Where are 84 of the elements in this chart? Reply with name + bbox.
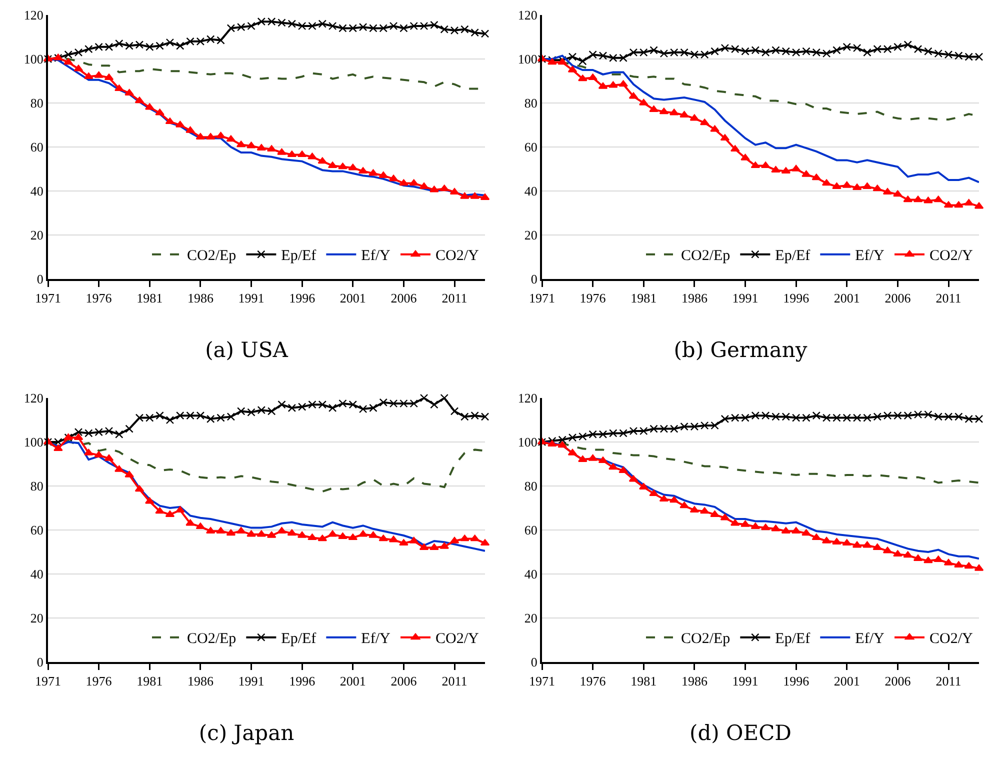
legend-label: CO2/Y xyxy=(435,248,479,264)
x-tick-label: 1986 xyxy=(187,674,214,689)
legend-label: CO2/Ep xyxy=(681,631,730,648)
x-tick-label: 2011 xyxy=(936,674,962,689)
x-tick-label: 1986 xyxy=(187,290,214,306)
text: (d) OECD xyxy=(688,721,792,745)
x-tick-label: 1991 xyxy=(238,674,264,689)
x-tick-label: 1981 xyxy=(136,290,163,306)
x-tick-label: 1976 xyxy=(580,290,606,306)
x-tick-label: 1981 xyxy=(630,674,657,689)
y-tick-label: 0 xyxy=(530,654,538,670)
x-tick-label: 2006 xyxy=(390,290,418,306)
legend-label: Ef/Y xyxy=(361,631,390,648)
x-tick-label: 1991 xyxy=(732,290,758,306)
x-tick-label: 1996 xyxy=(783,674,810,689)
legend-label: Ep/Ef xyxy=(281,631,316,648)
x-tick-label: 2011 xyxy=(442,674,468,689)
x-tick-label: 2006 xyxy=(884,674,912,689)
y-tick-label: 20 xyxy=(30,228,44,243)
x-tick-label: 2011 xyxy=(442,290,468,306)
y-tick-label: 60 xyxy=(524,522,538,538)
legend-label: Ep/Ef xyxy=(281,248,316,264)
legend-label: CO2/Y xyxy=(929,248,973,264)
x-tick-label: 1976 xyxy=(86,290,112,306)
y-tick-label: 0 xyxy=(36,654,44,670)
y-tick-label: 80 xyxy=(30,96,44,111)
x-tick-label: 1976 xyxy=(580,674,606,689)
text: (c) Japan xyxy=(198,721,296,745)
y-tick-label: 120 xyxy=(24,390,44,406)
x-tick-label: 1996 xyxy=(783,290,810,306)
y-tick-label: 40 xyxy=(524,184,538,199)
x-tick-label: 1976 xyxy=(86,674,112,689)
legend-label: CO2/Y xyxy=(435,631,479,648)
legend-label: CO2/Ep xyxy=(681,248,730,264)
legend-label: Ep/Ef xyxy=(775,248,810,264)
x-tick-label: 2001 xyxy=(340,674,366,689)
x-tick-label: 1996 xyxy=(289,290,316,306)
y-tick-label: 60 xyxy=(524,140,538,155)
y-tick-label: 100 xyxy=(518,434,538,450)
y-tick-label: 60 xyxy=(30,140,44,155)
text: (b) Germany xyxy=(672,338,808,362)
x-tick-label: 1981 xyxy=(630,290,657,306)
legend-label: Ef/Y xyxy=(361,248,390,264)
y-tick-label: 0 xyxy=(36,272,44,287)
x-tick-label: 2006 xyxy=(390,674,418,689)
x-tick-label: 1996 xyxy=(289,674,316,689)
y-tick-label: 120 xyxy=(518,390,538,406)
x-tick-label: 2001 xyxy=(834,674,860,689)
y-tick-label: 120 xyxy=(24,8,44,23)
y-tick-label: 40 xyxy=(524,566,538,582)
y-tick-label: 80 xyxy=(524,96,538,111)
y-tick-label: 100 xyxy=(24,52,44,67)
x-tick-label: 2001 xyxy=(340,290,366,306)
x-tick-label: 1991 xyxy=(732,674,758,689)
y-tick-label: 80 xyxy=(524,478,538,494)
x-tick-label: 1981 xyxy=(136,674,163,689)
x-tick-label: 2001 xyxy=(834,290,860,306)
x-tick-label: 2011 xyxy=(936,290,962,306)
y-tick-label: 40 xyxy=(30,566,44,582)
x-tick-label: 1971 xyxy=(529,674,555,689)
text: (a) USA xyxy=(204,338,290,362)
x-tick-label: 1971 xyxy=(35,290,61,306)
y-tick-label: 20 xyxy=(524,228,538,243)
x-tick-label: 1971 xyxy=(35,674,61,689)
legend-label: Ef/Y xyxy=(855,248,884,264)
x-tick-label: 1971 xyxy=(529,290,555,306)
x-tick-label: 1986 xyxy=(681,290,708,306)
y-tick-label: 40 xyxy=(30,184,44,199)
y-tick-label: 0 xyxy=(530,272,538,287)
x-tick-label: 1986 xyxy=(681,674,708,689)
y-tick-label: 80 xyxy=(30,478,44,494)
y-tick-label: 60 xyxy=(30,522,44,538)
legend-label: CO2/Y xyxy=(929,631,973,648)
y-tick-label: 20 xyxy=(30,610,44,626)
y-tick-label: 20 xyxy=(524,610,538,626)
y-tick-label: 100 xyxy=(24,434,44,450)
legend-label: CO2/Ep xyxy=(187,248,236,264)
legend-label: CO2/Ep xyxy=(187,631,236,648)
y-tick-label: 100 xyxy=(518,52,538,67)
x-tick-label: 2006 xyxy=(884,290,912,306)
x-tick-label: 1991 xyxy=(238,290,264,306)
legend-label: Ep/Ef xyxy=(775,631,810,648)
y-tick-label: 120 xyxy=(518,8,538,23)
legend-label: Ef/Y xyxy=(855,631,884,648)
